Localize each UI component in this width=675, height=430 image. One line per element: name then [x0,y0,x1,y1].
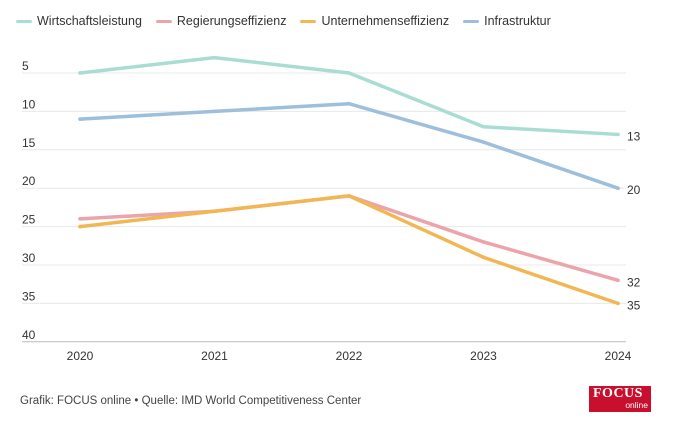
x-tick-label: 2024 [605,349,632,363]
data-point [212,209,217,214]
focus-online-logo[interactable]: FOCUS online [589,386,651,412]
data-point [347,71,351,75]
end-value-label: 20 [627,183,641,197]
line-chart: 5 10 15 20 25 30 35 40 2020 2021 2022 2023 2024 13 3… [22,55,641,363]
y-tick-label: 40 [22,328,36,342]
data-point [481,140,486,144]
y-tick-label: 5 [22,59,29,73]
data-point [616,278,620,283]
chart-grid [22,72,626,343]
data-point [78,71,82,75]
legend-swatch [155,19,172,23]
series-line [78,194,620,283]
data-point [347,101,351,106]
legend-swatch [300,19,317,23]
legend-swatch [16,19,32,23]
data-point [616,301,620,306]
data-point [616,132,620,137]
data-point [78,117,82,121]
legend-label: Infrastruktur [484,14,551,28]
data-point [78,224,82,229]
y-tick-label: 35 [22,289,36,303]
end-value-label: 32 [627,275,641,289]
data-point [347,194,351,198]
x-tick-label: 2023 [470,349,497,363]
logo-subtitle: online [625,400,648,410]
legend-item: Unternehmenseffizienz [300,14,449,28]
legend-item: Regierungseffizienz [155,14,287,28]
data-point [212,55,217,60]
x-tick-label: 2022 [336,349,363,363]
series-lines [78,55,620,306]
data-point [481,255,486,260]
legend-swatch [463,19,480,23]
end-value-label: 13 [627,129,641,143]
series-line [78,55,620,137]
y-tick-label: 30 [22,251,36,265]
logo-wordmark: FOCUS [593,386,643,401]
legend-item: Infrastruktur [463,14,551,28]
y-axis-ticks: 5 10 15 20 25 30 35 40 [22,59,36,342]
end-labels: 13 32 35 20 [627,129,641,312]
series-line [78,101,620,190]
x-tick-label: 2021 [201,349,228,363]
chart-legend: Wirtschaftsleistung Regierungseffizienz Un… [16,14,551,28]
legend-label: Regierungseffizienz [176,14,287,28]
data-point [78,217,82,221]
legend-label: Wirtschaftsleistung [37,14,142,28]
source-caption: Grafik: FOCUS online • Quelle: IMD World… [20,395,362,407]
x-tick-label: 2020 [67,349,94,363]
data-point [212,109,217,114]
series-line [78,194,620,306]
legend-label: Unternehmenseffizienz [321,14,450,28]
y-tick-label: 15 [22,136,36,150]
y-tick-label: 10 [22,97,36,111]
end-value-label: 35 [627,298,641,312]
y-tick-label: 25 [22,213,36,227]
data-point [616,186,620,190]
y-tick-label: 20 [22,174,36,188]
data-point [481,124,486,129]
data-point [481,240,486,244]
x-axis-ticks: 2020 2021 2022 2023 2024 [67,349,632,363]
legend-item: Wirtschaftsleistung [16,14,142,28]
